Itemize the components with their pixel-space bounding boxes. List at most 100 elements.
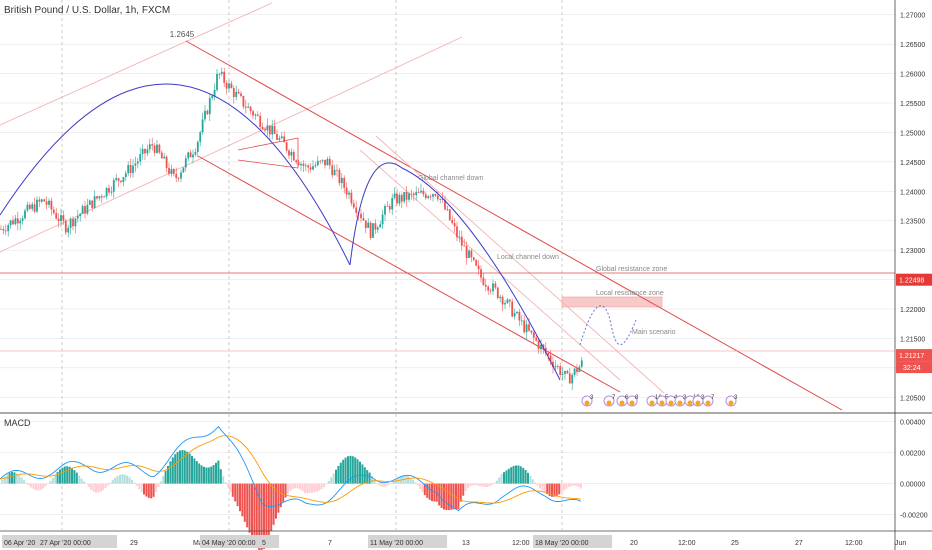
flag-icon bbox=[629, 400, 635, 406]
time-tick-label: 25 bbox=[731, 540, 739, 547]
candle-body bbox=[175, 173, 178, 179]
macd-histogram-bar bbox=[107, 483, 109, 486]
candle-body bbox=[456, 226, 458, 238]
macd-histogram-bar bbox=[474, 483, 477, 486]
candle-body bbox=[432, 194, 434, 197]
macd-histogram-bar bbox=[318, 483, 321, 491]
macd-histogram-bar bbox=[195, 461, 198, 484]
macd-histogram-bar bbox=[35, 483, 37, 491]
candle-body bbox=[482, 277, 485, 285]
candle bbox=[112, 177, 115, 199]
candle-body bbox=[360, 213, 362, 219]
candle-body bbox=[362, 218, 365, 221]
event-count: 8 bbox=[635, 395, 639, 401]
event-marker[interactable]: 3 bbox=[725, 395, 738, 407]
candle bbox=[237, 88, 240, 95]
candle bbox=[573, 367, 576, 378]
candle-body bbox=[391, 197, 394, 210]
price-tick-label: 1.26500 bbox=[900, 42, 925, 49]
candle-body bbox=[266, 125, 269, 131]
candle bbox=[148, 138, 151, 153]
candle bbox=[398, 192, 401, 207]
macd-histogram-bar bbox=[455, 483, 457, 510]
candle-body bbox=[88, 200, 91, 205]
candle bbox=[544, 342, 547, 357]
candle bbox=[400, 192, 403, 209]
event-marker[interactable]: 8 bbox=[626, 395, 639, 407]
candle-body bbox=[398, 194, 401, 204]
macd-histogram-bar bbox=[555, 483, 558, 496]
time-tick: 13 bbox=[462, 540, 470, 547]
candle bbox=[192, 149, 194, 164]
candle bbox=[168, 162, 170, 177]
event-marker[interactable]: 3 bbox=[674, 395, 687, 407]
time-tick-box bbox=[200, 535, 280, 548]
candle bbox=[136, 157, 139, 169]
event-marker[interactable]: 7 bbox=[702, 395, 715, 407]
macd-pane[interactable] bbox=[0, 425, 582, 550]
candle-body bbox=[571, 374, 574, 384]
macd-histogram-bar bbox=[8, 472, 11, 484]
macd-histogram-bar bbox=[11, 472, 13, 484]
candle bbox=[184, 155, 187, 172]
macd-histogram-bar bbox=[313, 483, 316, 493]
candle-body bbox=[307, 165, 310, 168]
candlestick-series[interactable] bbox=[0, 67, 583, 391]
macd-histogram-bar bbox=[174, 454, 177, 484]
candle-body bbox=[403, 192, 406, 202]
candle-body bbox=[453, 223, 456, 227]
macd-histogram-bar bbox=[503, 472, 505, 484]
macd-histogram-bar bbox=[529, 475, 532, 484]
macd-histogram-bar bbox=[527, 472, 529, 484]
candle bbox=[549, 350, 552, 366]
current-price-tag: 1.21217 bbox=[899, 353, 924, 360]
macd-histogram-bar bbox=[378, 483, 381, 486]
macd-histogram-bar bbox=[200, 465, 203, 484]
candle bbox=[576, 364, 578, 376]
candle bbox=[408, 192, 410, 203]
macd-histogram-bar bbox=[207, 467, 210, 484]
macd-histogram-bar bbox=[78, 475, 81, 484]
macd-histogram-bar bbox=[383, 483, 385, 487]
candle-body bbox=[271, 126, 274, 135]
candle bbox=[489, 288, 492, 295]
candle bbox=[319, 160, 322, 165]
candle-body bbox=[165, 156, 168, 168]
candle-body bbox=[561, 374, 564, 375]
candle-body bbox=[2, 228, 5, 231]
candle-body bbox=[374, 223, 377, 230]
macd-histogram-bar bbox=[459, 483, 462, 502]
macd-histogram-bar bbox=[1, 479, 4, 484]
candle bbox=[117, 177, 120, 187]
price-tick-label: 1.27000 bbox=[900, 13, 925, 20]
candle-body bbox=[252, 111, 254, 116]
candle bbox=[494, 280, 497, 290]
candle-body bbox=[463, 245, 466, 247]
signal-line bbox=[0, 435, 581, 504]
candle-body bbox=[74, 218, 77, 227]
candle-body bbox=[451, 220, 454, 224]
candle bbox=[43, 198, 46, 202]
macd-histogram-bar bbox=[315, 483, 318, 492]
macd-tick-label: -0.00200 bbox=[900, 513, 928, 520]
macd-histogram-bar bbox=[296, 483, 299, 489]
candle bbox=[2, 225, 5, 235]
candle bbox=[309, 163, 312, 173]
time-tick: 12:00 bbox=[845, 540, 863, 547]
time-tick-label: 27 bbox=[795, 540, 803, 547]
candle-body bbox=[103, 196, 106, 198]
candle bbox=[482, 272, 485, 286]
candle-body bbox=[127, 164, 130, 174]
event-marker[interactable]: 7 bbox=[603, 395, 616, 407]
candle-body bbox=[439, 198, 442, 200]
macd-histogram-bar bbox=[25, 482, 28, 484]
candle bbox=[165, 155, 168, 173]
macd-histogram-bar bbox=[68, 466, 71, 484]
macd-histogram-bar bbox=[217, 460, 220, 484]
candle bbox=[134, 156, 137, 172]
candle bbox=[76, 209, 79, 223]
event-marker[interactable]: 3 bbox=[581, 395, 594, 407]
candle-body bbox=[472, 257, 475, 260]
candle bbox=[386, 201, 389, 207]
